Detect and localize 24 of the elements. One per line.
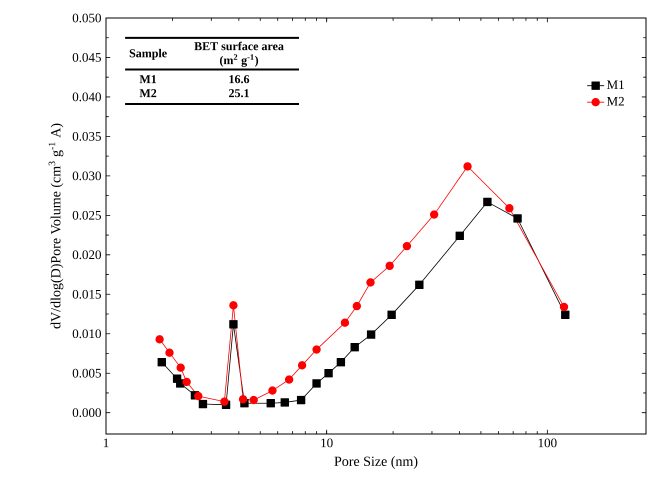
y-tick-label: 0.030 xyxy=(72,171,101,180)
x-axis-title: Pore Size (nm) xyxy=(334,456,418,469)
y-tick-label: 0.005 xyxy=(72,368,101,378)
y-tick-label: 0.050 xyxy=(72,14,101,22)
y-tick-label: 0.010 xyxy=(72,329,101,338)
annotation: 25.1 xyxy=(229,89,249,98)
y-tick-label: 0.025 xyxy=(72,210,101,220)
annotation: Sample xyxy=(130,48,167,60)
y-tick-label: 0.045 xyxy=(72,53,101,62)
y-tick-label: 0.035 xyxy=(72,132,101,141)
annotation: M2 xyxy=(140,89,156,98)
annotation: M1 xyxy=(140,75,156,84)
x-tick-label: 100 xyxy=(538,438,557,448)
legend-label: M1 xyxy=(606,80,624,89)
y-tick-label: 0.015 xyxy=(72,290,101,299)
annotation: BET surface area (m$^{2}$ g$^{-1}$) xyxy=(194,42,284,67)
annotation: 16.6 xyxy=(229,75,250,84)
y-tick-label: 0.040 xyxy=(72,92,101,102)
y-tick-label: 0.000 xyxy=(72,408,101,418)
y-tick-label: 0.020 xyxy=(72,250,101,260)
x-tick-label: 1 xyxy=(104,438,108,448)
y-axis-title: dV/dlog(D)Pore Volume (cm$^{3}$ g$^{-1}$ A) xyxy=(48,124,64,328)
legend-label: M2 xyxy=(606,96,624,106)
x-tick-label: 10 xyxy=(321,438,333,448)
